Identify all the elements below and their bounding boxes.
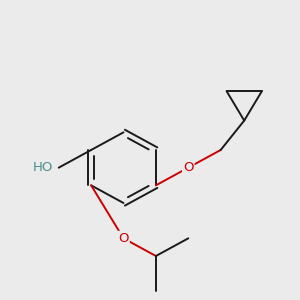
Text: HO: HO: [32, 161, 53, 174]
Text: O: O: [183, 161, 194, 174]
Text: O: O: [118, 232, 129, 245]
